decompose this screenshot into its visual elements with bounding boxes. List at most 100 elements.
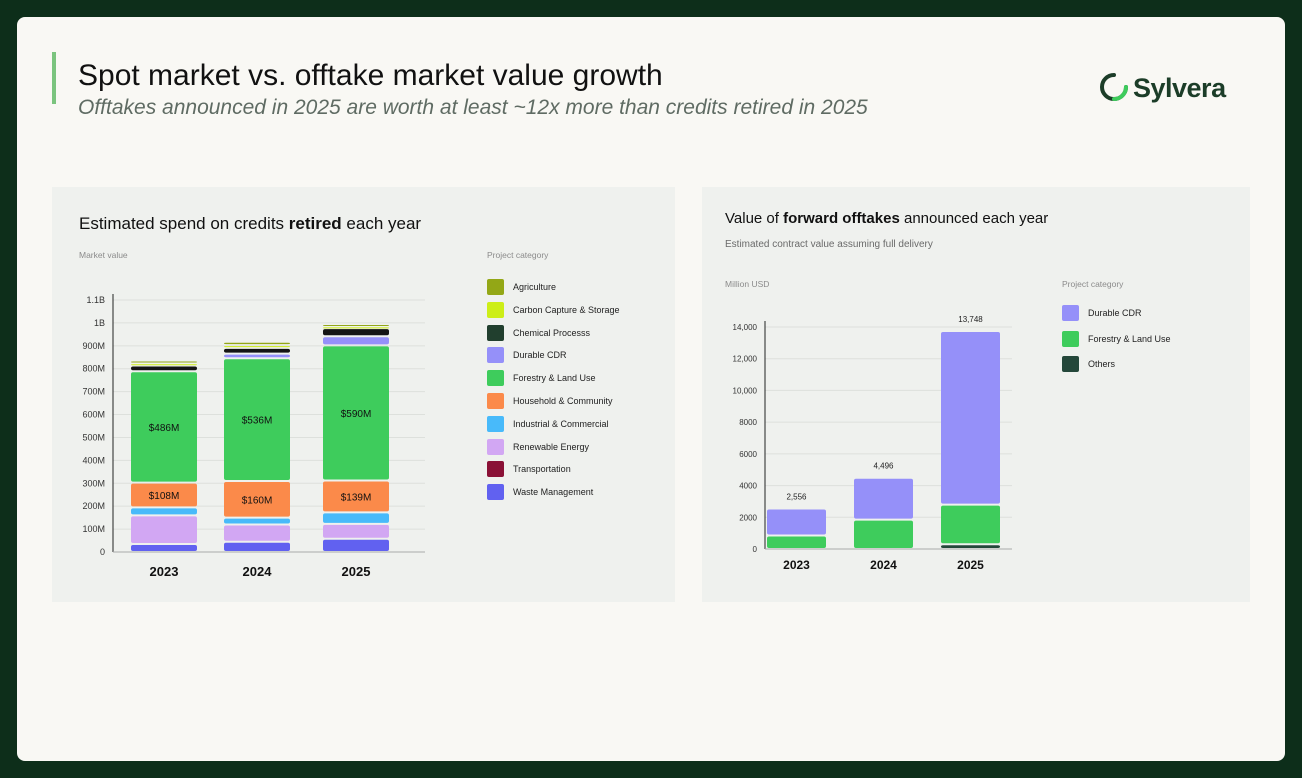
bar-forestry-land-use-2024: [224, 359, 290, 480]
y-tick-label: 400M: [82, 455, 105, 465]
legend-swatch: [487, 347, 504, 364]
y-tick-label: 100M: [82, 524, 105, 534]
bar-industrial-commercial-2025: [323, 513, 389, 523]
bar-forestry-land-use-2025: [323, 346, 389, 480]
bar-agriculture-2023: [131, 361, 197, 363]
legend-label: Transportation: [513, 464, 571, 475]
legend-swatch: [487, 461, 504, 478]
bar-data-label: $536M: [242, 416, 273, 427]
page-title: Spot market vs. offtake market value gro…: [78, 59, 663, 92]
bar-durable-cdr-2024: [224, 354, 290, 358]
legend-swatch: [487, 279, 504, 295]
legend-label: Others: [1088, 359, 1116, 369]
legend-swatch: [487, 484, 504, 501]
legend-label: Durable CDR: [513, 350, 567, 361]
x-tick-label-2024: 2024: [870, 558, 897, 572]
sylvera-logo-icon: [1100, 73, 1128, 101]
legend-title: Project category: [487, 250, 549, 260]
y-tick-label: 500M: [82, 432, 105, 442]
offtakes-chart: 0 2000 4000 6000 8000 10,000 12,000 14,000 2,556…: [733, 315, 1012, 572]
title-accent-bar: [52, 52, 56, 104]
y-tick-label: 8000: [739, 418, 757, 427]
y-tick-label: 0: [100, 547, 105, 557]
sylvera-logo: Sylvera: [1099, 71, 1229, 107]
y-tick-label: 6000: [739, 450, 757, 459]
bar-durable-cdr-2024: [854, 478, 913, 519]
chart-title-offtakes: Value of forward offtakes announced each…: [725, 210, 1049, 227]
bar-renewable-energy-2023: [131, 516, 197, 543]
y-tick-label: 14,000: [733, 323, 758, 332]
page-subtitle: Offtakes announced in 2025 are worth at …: [78, 96, 868, 119]
bar-waste-management-2025: [323, 539, 389, 551]
y-tick-label: 700M: [82, 387, 105, 397]
bar-waste-management-2024: [224, 542, 290, 551]
x-tick-label-2025: 2025: [957, 558, 984, 572]
bar-chemical-processs-2024: [224, 348, 290, 353]
bar-carbon-capture-storage-2025: [323, 327, 389, 329]
x-tick-label-2024: 2024: [243, 564, 273, 579]
y-tick-label: 2000: [739, 513, 757, 522]
y-tick-label: 800M: [82, 364, 105, 374]
legend-swatch: [487, 393, 504, 409]
legend-label: Renewable Energy: [513, 441, 590, 452]
bar-others-2025: [941, 545, 1000, 548]
legend-swatch: [487, 301, 504, 318]
bar-forestry-land-use-2023: [767, 536, 826, 548]
bar-agriculture-2025: [323, 325, 389, 327]
legend-swatch: [487, 370, 504, 387]
bar-agriculture-2024: [224, 342, 290, 345]
y-axis-label: Market value: [79, 250, 128, 260]
bar-carbon-capture-storage-2024: [224, 346, 290, 348]
legend-swatch: [1062, 305, 1079, 321]
bar-forestry-land-use-2024: [854, 520, 913, 548]
bar-chemical-processs-2025: [323, 329, 389, 336]
y-tick-label: 900M: [82, 341, 105, 351]
y-tick-label: 0: [753, 545, 758, 554]
bar-total-label: 4,496: [873, 462, 894, 471]
retired-credits-panel: Estimated spend on credits retired each …: [52, 187, 675, 602]
legend-swatch: [487, 324, 504, 341]
x-tick-label-2023: 2023: [783, 558, 810, 572]
bar-durable-cdr-2025: [323, 337, 389, 345]
bar-industrial-commercial-2023: [131, 508, 197, 515]
offtakes-panel: Value of forward offtakes announced each…: [702, 187, 1250, 602]
bar-household-community-2024: [224, 481, 290, 517]
y-tick-label: 600M: [82, 410, 105, 420]
legend-label: Waste Management: [513, 487, 594, 498]
x-tick-label-2025: 2025: [342, 564, 371, 579]
x-tick-label-2023: 2023: [150, 564, 179, 579]
legend-label: Chemical Processs: [513, 327, 591, 338]
bar-data-label: $486M: [149, 423, 180, 434]
legend-swatch: [1062, 330, 1079, 347]
legend-label: Forestry & Land Use: [1088, 333, 1171, 344]
y-axis-label: Million USD: [725, 279, 770, 289]
bar-household-community-2023: [131, 483, 197, 507]
legend-swatch: [487, 415, 504, 432]
y-tick-label: 10,000: [733, 386, 758, 395]
bar-renewable-energy-2024: [224, 525, 290, 541]
retired-credits-chart: 0 100M 200M 300M 400M 500M 600M 700M 800M 900M 1B 1…: [82, 294, 425, 579]
bar-total-label: 2,556: [786, 492, 807, 501]
logo-text: Sylvera: [1133, 73, 1226, 103]
bar-industrial-commercial-2024: [224, 518, 290, 524]
y-tick-label: 4000: [739, 482, 757, 491]
slide: Spot market vs. offtake market value gro…: [17, 17, 1285, 761]
y-tick-label: 300M: [82, 478, 105, 488]
chart-title-retired: Estimated spend on credits retired each …: [79, 214, 422, 233]
bar-durable-cdr-2023: [767, 509, 826, 535]
legend-swatch: [487, 438, 504, 455]
bar-data-label: $590M: [341, 409, 372, 420]
legend-label: Agriculture: [513, 282, 557, 292]
legend-label: Carbon Capture & Storage: [513, 304, 620, 315]
y-tick-label: 12,000: [733, 355, 758, 364]
bar-chemical-processs-2023: [131, 366, 197, 371]
bar-data-label: $108M: [149, 491, 180, 502]
legend-title: Project category: [1062, 279, 1124, 289]
bar-forestry-land-use-2025: [941, 505, 1000, 544]
bar-household-community-2025: [323, 481, 389, 512]
y-tick-label: 1.1B: [86, 295, 105, 305]
bar-forestry-land-use-2023: [131, 372, 197, 482]
bar-waste-management-2023: [131, 544, 197, 551]
bar-data-label: $160M: [242, 495, 273, 506]
legend-label: Household & Community: [513, 396, 613, 406]
